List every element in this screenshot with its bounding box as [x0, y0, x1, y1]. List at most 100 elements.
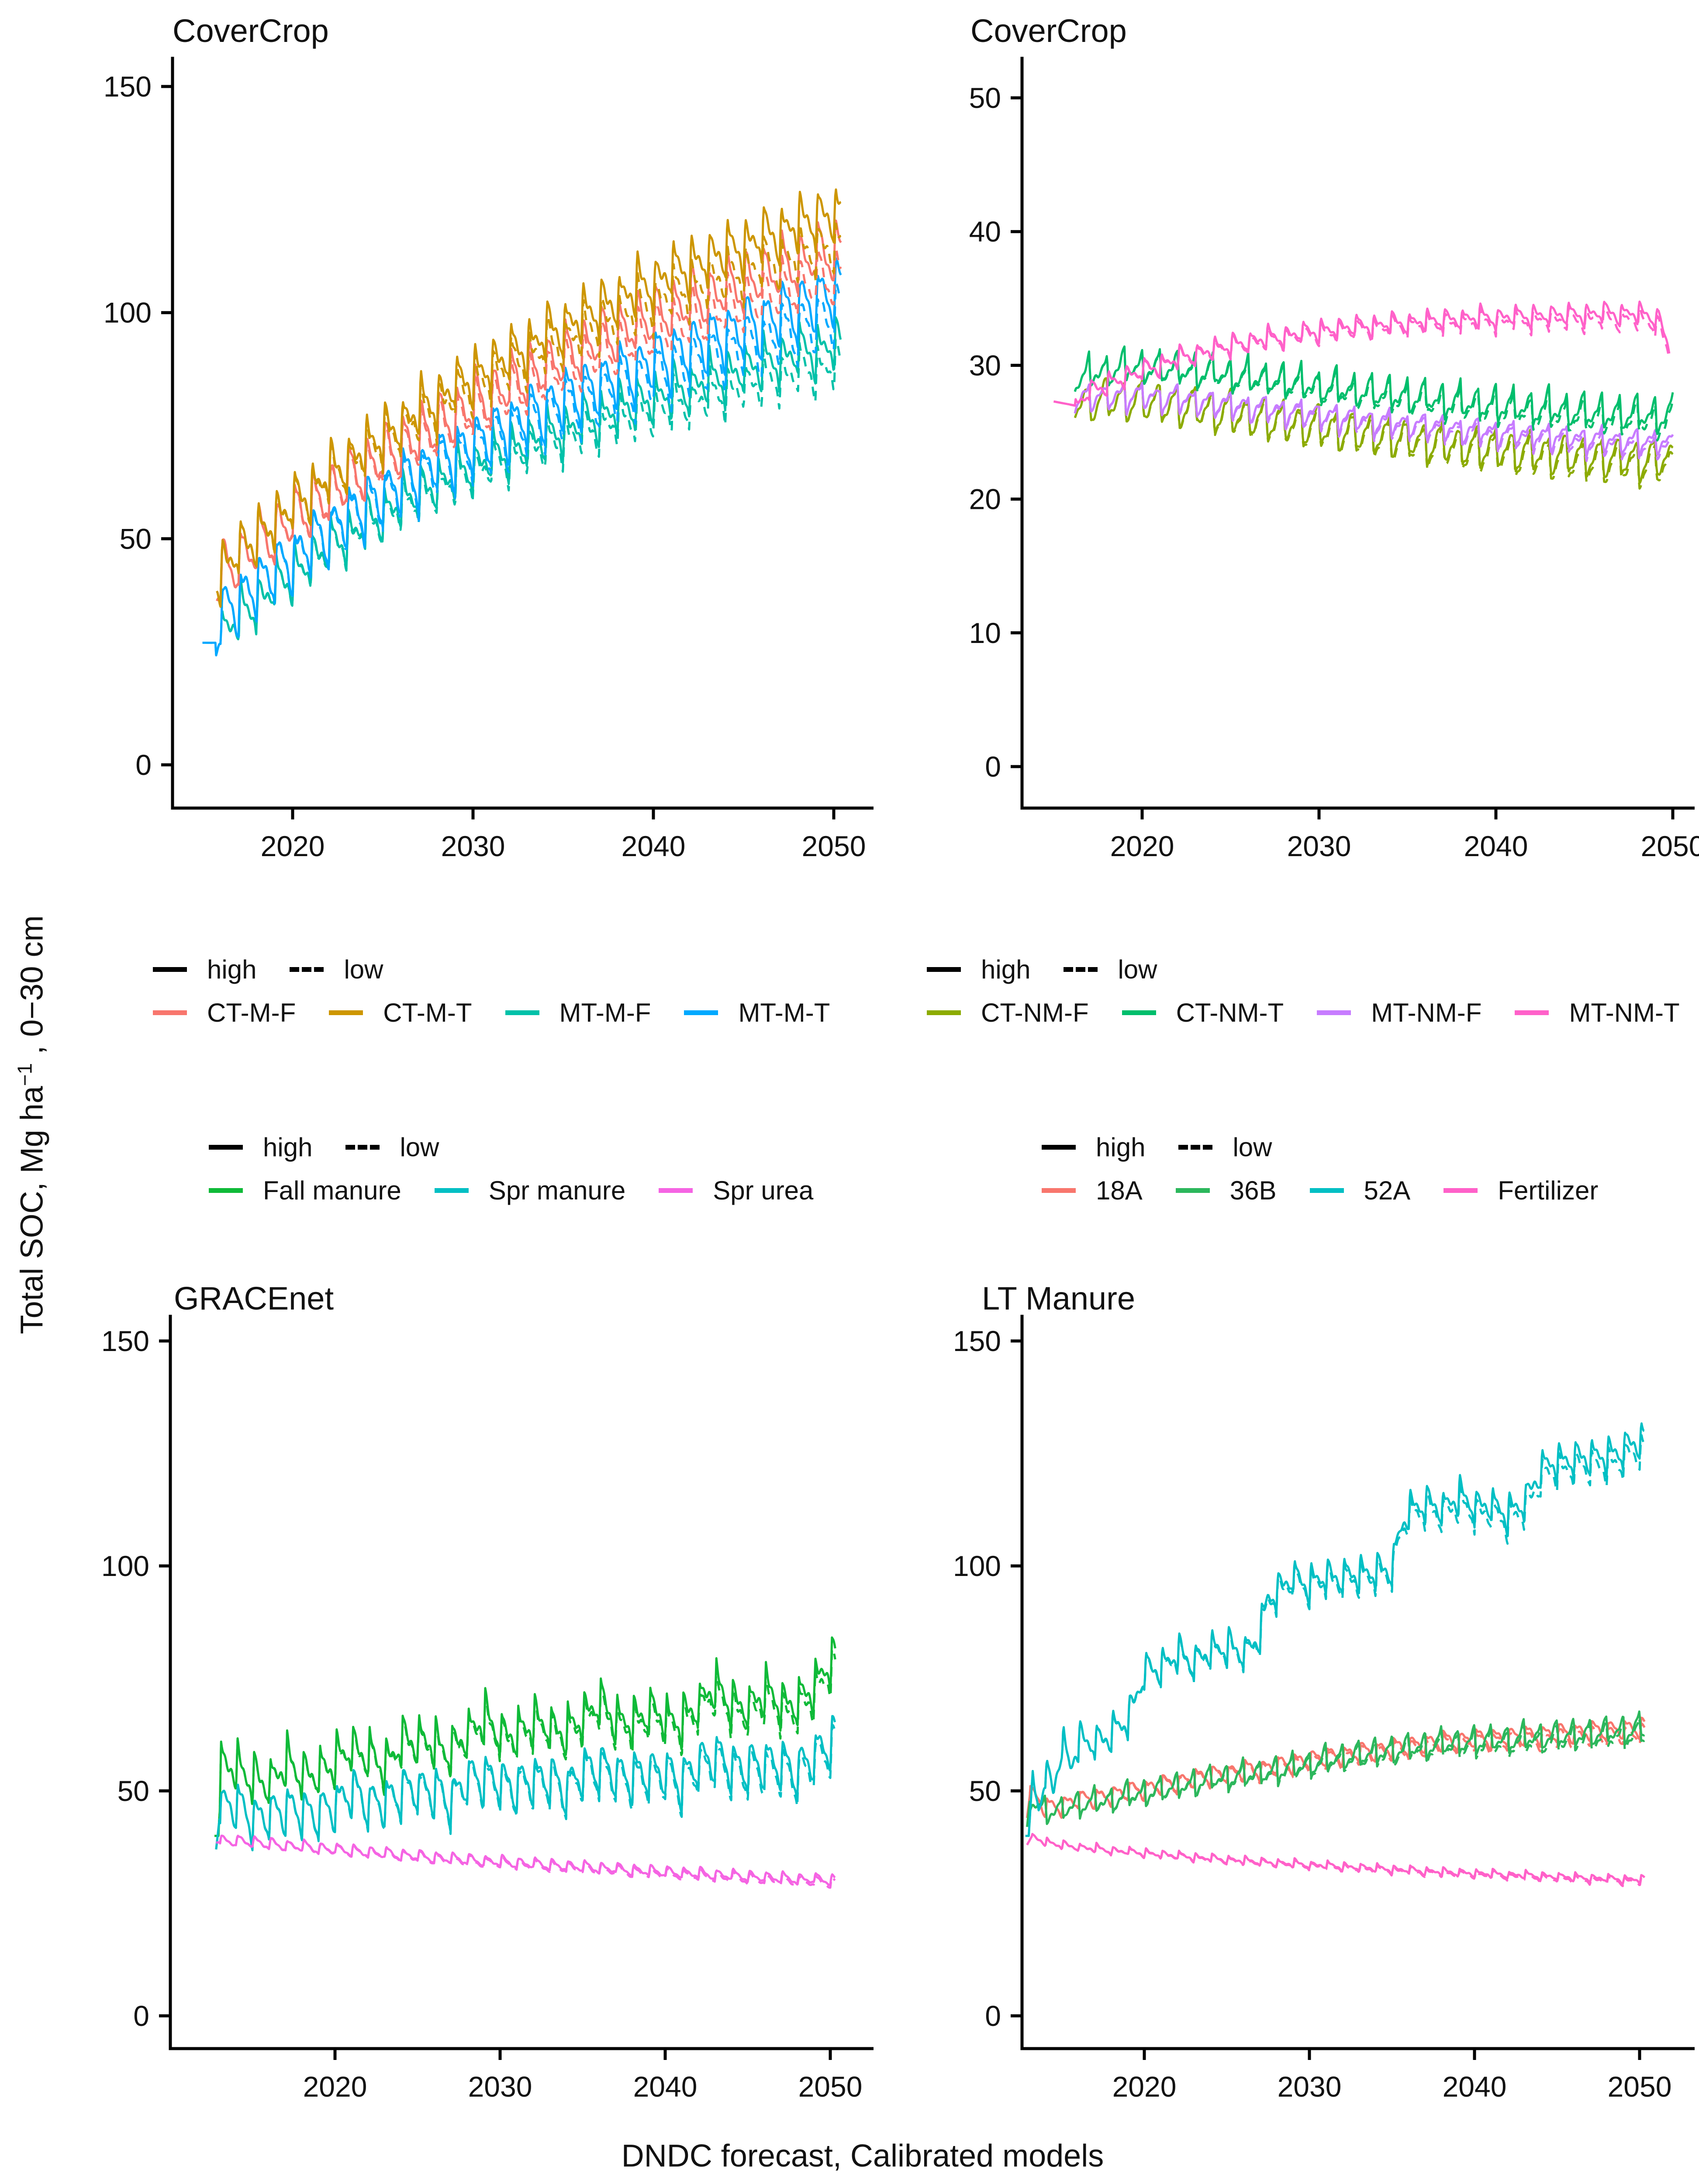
legend-label: MT-NM-T	[1569, 998, 1680, 1027]
legend-label: CT-M-F	[207, 998, 296, 1027]
y-tick-label: 150	[101, 1325, 149, 1357]
high-line-key	[153, 967, 187, 972]
low-line-key	[345, 1145, 380, 1150]
x-tick-label: 2030	[1287, 830, 1351, 862]
series-color-key	[329, 1010, 363, 1015]
legend-style-row: high low	[153, 954, 863, 985]
y-tick-label: 50	[117, 1775, 149, 1807]
legend-covercrop-m: high low CT-M-F CT-M-T MT-M-F MT-M-T	[153, 954, 863, 1028]
legend-style-row: high low	[1042, 1132, 1631, 1162]
legend-style-row: high low	[927, 954, 1699, 985]
x-tick-label: 2040	[622, 830, 686, 862]
series-line-low-Fall manure	[214, 1648, 836, 1837]
legend-gracenet: high low Fall manure Spr manure Spr urea	[209, 1132, 846, 1206]
series-color-key	[1175, 1188, 1210, 1193]
series-line-high-Spr urea	[215, 1835, 836, 1887]
series-color-key	[505, 1010, 539, 1015]
legend-label: CT-NM-T	[1176, 998, 1284, 1027]
series-line-low-MT-NM-T	[1053, 307, 1671, 407]
series-line-high-52A	[1025, 1422, 1645, 1837]
x-tick-label: 2020	[1110, 830, 1174, 862]
legend-label: MT-M-F	[559, 998, 651, 1027]
y-tick-label: 0	[135, 749, 152, 781]
legend-label: low	[344, 955, 383, 984]
y-tick-label: 0	[133, 2000, 149, 2032]
series-line-low-CT-M-T	[216, 222, 842, 608]
series-color-key	[153, 1010, 187, 1015]
legend-lt-manure: high low 18A 36B 52A Fertilizer	[1042, 1132, 1631, 1206]
y-tick-label: 100	[101, 1550, 149, 1582]
legend-label: high	[263, 1133, 313, 1162]
y-tick-label: 0	[985, 2000, 1001, 2032]
x-tick-label: 2020	[261, 830, 325, 862]
y-tick-label: 150	[953, 1325, 1001, 1357]
series-color-key	[1443, 1188, 1478, 1193]
y-tick-label: 10	[969, 617, 1001, 649]
x-tick-label: 2050	[802, 830, 866, 862]
series-line-low-CT-NM-F	[1074, 377, 1674, 490]
legend-label: 18A	[1096, 1176, 1143, 1205]
x-tick-label: 2050	[1608, 2070, 1672, 2103]
series-color-key	[1309, 1188, 1344, 1193]
series-line-high-CT-NM-T	[1074, 345, 1674, 435]
legend-label: MT-NM-F	[1371, 998, 1482, 1027]
panel-title-covercrop-m: CoverCrop	[173, 13, 329, 49]
legend-series-row: CT-NM-F CT-NM-T MT-NM-F MT-NM-T	[927, 998, 1699, 1028]
y-tick-label: 50	[969, 82, 1001, 114]
low-line-key	[290, 967, 324, 972]
series-color-key	[1122, 1010, 1156, 1015]
panel-title-gracenet: GRACEnet	[174, 1280, 334, 1317]
legend-series-row: 18A 36B 52A Fertilizer	[1042, 1175, 1631, 1206]
legend-label: MT-M-T	[738, 998, 830, 1027]
x-tick-label: 2040	[1443, 2070, 1507, 2103]
series-line-low-Fertilizer	[1026, 1833, 1646, 1887]
legend-label: 52A	[1364, 1176, 1411, 1205]
x-tick-label: 2030	[441, 830, 505, 862]
legend-label: CT-M-T	[383, 998, 472, 1027]
x-tick-label: 2040	[1464, 830, 1528, 862]
legend-label: Spr manure	[488, 1176, 626, 1205]
panel-title-lt-manure: LT Manure	[982, 1280, 1135, 1317]
legend-covercrop-nm: high low CT-NM-F CT-NM-T MT-NM-F MT-NM-T	[927, 954, 1699, 1028]
series-line-low-MT-M-F	[221, 338, 842, 641]
legend-label: Fall manure	[263, 1176, 401, 1205]
y-tick-label: 50	[120, 522, 152, 555]
legend-style-row: high low	[209, 1132, 846, 1162]
x-tick-label: 2050	[1641, 830, 1699, 862]
y-tick-label: 100	[953, 1550, 1001, 1582]
series-color-key	[1515, 1010, 1549, 1015]
legend-label: low	[1118, 955, 1157, 984]
panel-title-covercrop-nm: CoverCrop	[970, 13, 1127, 49]
y-tick-label: 20	[969, 483, 1001, 515]
x-tick-label: 2040	[633, 2070, 698, 2103]
series-color-key	[434, 1188, 469, 1193]
x-tick-label: 2030	[468, 2070, 532, 2103]
y-tick-label: 50	[969, 1775, 1001, 1807]
legend-series-row: CT-M-F CT-M-T MT-M-F MT-M-T	[153, 998, 863, 1028]
series-line-high-Fertilizer	[1026, 1833, 1646, 1886]
legend-label: high	[981, 955, 1031, 984]
legend-label: Fertilizer	[1498, 1176, 1599, 1205]
series-line-high-MT-NM-T	[1053, 301, 1671, 407]
series-color-key	[927, 1010, 961, 1015]
series-line-low-MT-NM-F	[1074, 382, 1674, 462]
low-line-key	[1178, 1145, 1213, 1150]
series-line-low-MT-M-T	[202, 282, 842, 657]
series-line-low-Spr urea	[215, 1835, 836, 1889]
high-line-key	[1042, 1145, 1076, 1150]
x-tick-label: 2050	[798, 2070, 863, 2103]
series-color-key	[684, 1010, 718, 1015]
series-line-low-CT-M-F	[216, 246, 842, 602]
low-line-key	[1064, 967, 1098, 972]
series-color-key	[1042, 1188, 1076, 1193]
legend-label: high	[1096, 1133, 1146, 1162]
y-tick-label: 0	[985, 750, 1001, 783]
y-axis-title: Total SOC, Mg ha−1 , 0−30 cm	[13, 915, 50, 1334]
x-tick-label: 2020	[1112, 2070, 1177, 2103]
x-tick-label: 2030	[1278, 2070, 1342, 2103]
y-tick-label: 40	[969, 215, 1001, 248]
x-axis-title: DNDC forecast, Calibrated models	[621, 2139, 1104, 2174]
series-color-key	[209, 1188, 243, 1193]
series-color-key	[659, 1188, 693, 1193]
